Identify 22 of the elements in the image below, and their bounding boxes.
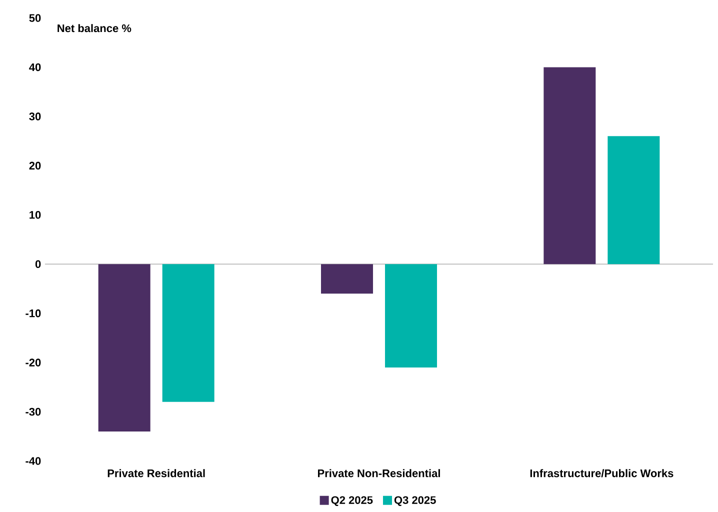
x-tick-label: Private Residential [108, 469, 205, 478]
y-tick-label: 50 [29, 14, 41, 22]
legend-label: Q3 2025 [394, 496, 436, 506]
y-tick-label: -30 [26, 408, 41, 416]
y-tick-label: -20 [26, 358, 41, 366]
x-tick-label: Infrastructure/Public Works [530, 469, 674, 478]
y-tick-label: -40 [26, 457, 41, 465]
x-tick-label: Private Non-Residential [318, 469, 440, 478]
bar [544, 67, 596, 264]
bar [98, 264, 150, 432]
bar [608, 136, 660, 264]
y-tick-label: 40 [29, 63, 41, 72]
y-tick-label: 20 [29, 162, 41, 170]
y-tick-label: -10 [26, 309, 41, 318]
bar [321, 264, 374, 294]
y-axis-title: Net balance % [58, 24, 132, 32]
bar [385, 264, 438, 368]
y-tick-label: 30 [29, 112, 41, 120]
y-tick-label: 10 [30, 210, 41, 219]
bar [162, 264, 214, 402]
y-tick-label: 0 [35, 260, 41, 268]
legend-label: Q2 2025 [331, 496, 373, 506]
